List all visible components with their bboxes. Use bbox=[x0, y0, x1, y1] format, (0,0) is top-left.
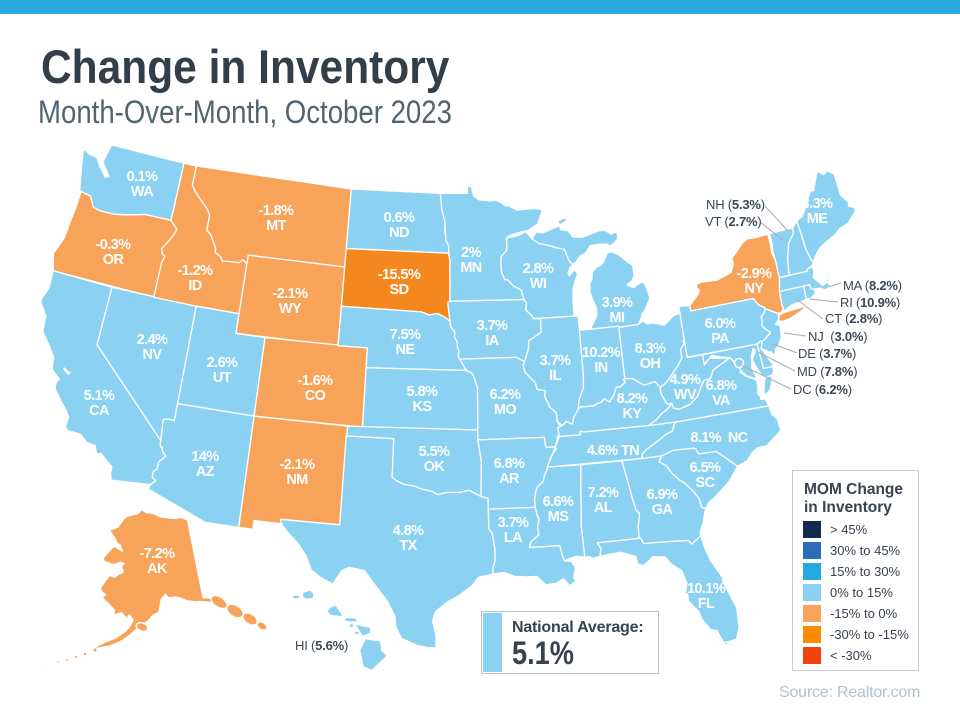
svg-text:NH (5.3%): NH (5.3%) bbox=[706, 197, 765, 212]
svg-text:0.1%WA: 0.1% WA bbox=[127, 169, 158, 200]
svg-text:4.8%TX: 4.8% TX bbox=[393, 523, 424, 554]
svg-text:2.4%NV: 2.4% NV bbox=[137, 332, 168, 363]
svg-text:4.9%WV: 4.9% WV bbox=[670, 372, 701, 403]
svg-text:8.2%KY: 8.2% KY bbox=[617, 391, 648, 422]
svg-text:-1.8%MT: -1.8% MT bbox=[259, 203, 295, 234]
svg-text:2%MN: 2% MN bbox=[460, 245, 481, 276]
svg-text:4.6% TN: 4.6% TN bbox=[587, 443, 639, 459]
svg-text:RI (10.9%): RI (10.9%) bbox=[840, 295, 900, 310]
svg-text:7.2%AL: 7.2% AL bbox=[588, 485, 619, 516]
svg-text:5.8%KS: 5.8% KS bbox=[407, 384, 438, 415]
svg-text:6.5%SC: 6.5% SC bbox=[690, 460, 721, 491]
svg-text:8.1% NC: 8.1% NC bbox=[690, 430, 748, 446]
svg-text:CT (2.8%): CT (2.8%) bbox=[825, 311, 882, 326]
svg-text:3.7%LA: 3.7% LA bbox=[498, 515, 529, 546]
svg-text:-2.1%NM: -2.1% NM bbox=[280, 457, 316, 488]
svg-text:5.5%OK: 5.5% OK bbox=[419, 444, 450, 475]
svg-text:6.2%MO: 6.2% MO bbox=[490, 387, 521, 418]
svg-text:-7.2%AK: -7.2% AK bbox=[140, 546, 176, 577]
svg-text:6.8%VA: 6.8% VA bbox=[706, 378, 737, 409]
svg-text:10.2%IN: 10.2% IN bbox=[582, 345, 621, 376]
svg-text:2.8%WI: 2.8% WI bbox=[523, 261, 554, 292]
svg-text:7.5%NE: 7.5% NE bbox=[390, 327, 421, 358]
svg-text:MA (8.2%): MA (8.2%) bbox=[843, 278, 902, 293]
svg-text:3.7%IA: 3.7% IA bbox=[477, 318, 508, 349]
svg-text:3.3%ME: 3.3% ME bbox=[802, 196, 833, 227]
svg-text:6.6%MS: 6.6% MS bbox=[543, 494, 574, 525]
svg-text:-1.6%CO: -1.6% CO bbox=[298, 373, 334, 404]
svg-text:-2.1%WY: -2.1% WY bbox=[273, 286, 309, 317]
svg-text:2.6%UT: 2.6% UT bbox=[207, 355, 238, 386]
svg-text:3.9%MI: 3.9% MI bbox=[602, 295, 633, 326]
svg-text:6.8%AR: 6.8% AR bbox=[494, 456, 525, 487]
svg-text:14%AZ: 14% AZ bbox=[191, 449, 219, 480]
svg-text:DC (6.2%): DC (6.2%) bbox=[793, 382, 852, 397]
svg-text:-0.3%OR: -0.3% OR bbox=[96, 237, 132, 268]
svg-text:-1.2%ID: -1.2% ID bbox=[178, 263, 214, 294]
svg-text:5.1%CA: 5.1% CA bbox=[84, 388, 115, 419]
svg-text:6.0%PA: 6.0% PA bbox=[705, 316, 736, 347]
svg-text:HI (5.6%): HI (5.6%) bbox=[295, 638, 348, 653]
svg-text:NJ (3.0%): NJ (3.0%) bbox=[808, 329, 867, 344]
svg-text:-15.5%SD: -15.5% SD bbox=[378, 267, 421, 298]
svg-text:DE (3.7%): DE (3.7%) bbox=[798, 346, 856, 361]
svg-text:0.6%ND: 0.6% ND bbox=[384, 210, 415, 241]
svg-text:6.9%GA: 6.9% GA bbox=[647, 487, 678, 518]
svg-text:-2.9%NY: -2.9% NY bbox=[737, 266, 773, 297]
svg-text:3.7%IL: 3.7% IL bbox=[540, 353, 571, 384]
svg-text:10.1%FL: 10.1% FL bbox=[687, 581, 726, 612]
svg-text:8.3%OH: 8.3% OH bbox=[635, 341, 666, 372]
svg-text:MD (7.8%): MD (7.8%) bbox=[797, 364, 857, 379]
svg-text:VT (2.7%): VT (2.7%) bbox=[705, 214, 762, 229]
